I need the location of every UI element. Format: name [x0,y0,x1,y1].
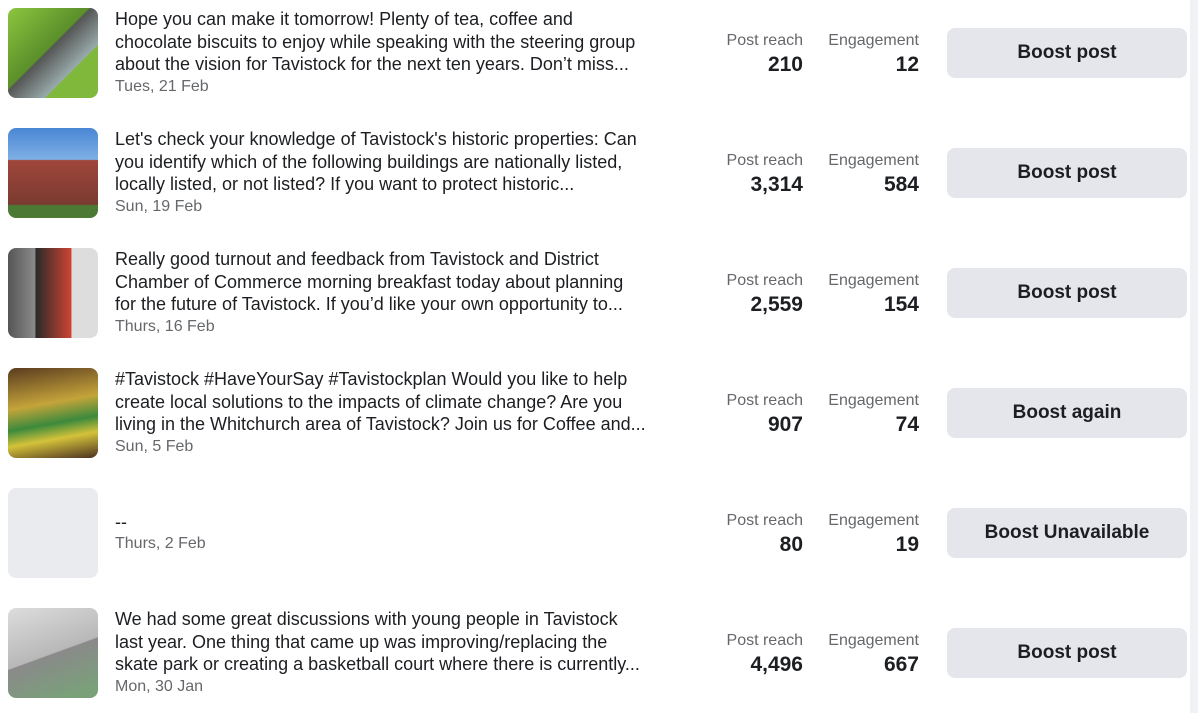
post-date: Sun, 5 Feb [115,436,715,458]
post-reach-value: 210 [727,52,803,78]
engagement-value: 74 [828,412,919,438]
boost-button[interactable]: Boost again [947,388,1187,438]
post-reach-label: Post reach [727,390,803,412]
post-text-line: about the vision for Tavistock for the n… [115,53,715,76]
engagement-value: 12 [828,52,919,78]
post-text-line: We had some great discussions with young… [115,608,715,631]
boost-button[interactable]: Boost post [947,28,1187,78]
post-list: Hope you can make it tomorrow! Plenty of… [0,0,1190,720]
post-text-line: Let's check your knowledge of Tavistock'… [115,128,715,151]
post-reach-label: Post reach [727,150,803,172]
post-text-line: chocolate biscuits to enjoy while speaki… [115,31,715,54]
post-text-line: skate park or creating a basketball cour… [115,653,715,676]
post-reach-value: 907 [727,412,803,438]
post-text-line: living in the Whitchurch area of Tavisto… [115,413,715,436]
post-text[interactable]: Hope you can make it tomorrow! Plenty of… [115,0,715,106]
post-text-line: Hope you can make it tomorrow! Plenty of… [115,8,715,31]
post-text-line: Chamber of Commerce morning breakfast to… [115,271,715,294]
engagement-label: Engagement [828,270,919,292]
post-text[interactable]: Let's check your knowledge of Tavistock'… [115,120,715,226]
post-text-line: -- [115,511,715,534]
post-thumbnail[interactable] [8,8,98,98]
post-text-line: create local solutions to the impacts of… [115,391,715,414]
engagement-label: Engagement [828,150,919,172]
post-reach-label: Post reach [727,510,803,532]
post-reach-value: 80 [727,532,803,558]
post-date: Sun, 19 Feb [115,196,715,218]
post-reach-value: 2,559 [727,292,803,318]
boost-button[interactable]: Boost post [947,628,1187,678]
post-row: We had some great discussions with young… [0,600,1190,720]
post-date: Mon, 30 Jan [115,676,715,698]
post-text-line: #Tavistock #HaveYourSay #Tavistockplan W… [115,368,715,391]
engagement-value: 19 [828,532,919,558]
post-date: Tues, 21 Feb [115,76,715,98]
post-thumbnail[interactable] [8,248,98,338]
post-reach-label: Post reach [727,270,803,292]
engagement-label: Engagement [828,510,919,532]
engagement-label: Engagement [828,390,919,412]
boost-button[interactable]: Boost Unavailable [947,508,1187,558]
engagement-value: 667 [828,652,919,678]
post-reach-label: Post reach [727,30,803,52]
post-row: Hope you can make it tomorrow! Plenty of… [0,0,1190,120]
boost-button[interactable]: Boost post [947,148,1187,198]
post-text[interactable]: Really good turnout and feedback from Ta… [115,240,715,346]
post-text-line: for the future of Tavistock. If you’d li… [115,293,715,316]
post-date: Thurs, 16 Feb [115,316,715,338]
post-thumbnail[interactable] [8,488,98,578]
post-text-line: last year. One thing that came up was im… [115,631,715,654]
post-row: #Tavistock #HaveYourSay #Tavistockplan W… [0,360,1190,480]
post-thumbnail[interactable] [8,608,98,698]
post-date: Thurs, 2 Feb [115,533,715,555]
post-text[interactable]: We had some great discussions with young… [115,600,715,706]
engagement-label: Engagement [828,30,919,52]
post-text[interactable]: #Tavistock #HaveYourSay #Tavistockplan W… [115,360,715,466]
post-thumbnail[interactable] [8,128,98,218]
post-text-line: you identify which of the following buil… [115,151,715,174]
post-row: Let's check your knowledge of Tavistock'… [0,120,1190,240]
post-reach-value: 4,496 [727,652,803,678]
post-reach-value: 3,314 [727,172,803,198]
scrollbar [1190,0,1198,713]
post-reach-label: Post reach [727,630,803,652]
post-text[interactable]: --Thurs, 2 Feb [115,480,715,586]
engagement-value: 154 [828,292,919,318]
post-thumbnail[interactable] [8,368,98,458]
engagement-value: 584 [828,172,919,198]
post-text-line: locally listed, or not listed? If you wa… [115,173,715,196]
page: Hope you can make it tomorrow! Plenty of… [0,0,1198,713]
boost-button[interactable]: Boost post [947,268,1187,318]
post-text-line: Really good turnout and feedback from Ta… [115,248,715,271]
post-row: Really good turnout and feedback from Ta… [0,240,1190,360]
engagement-label: Engagement [828,630,919,652]
